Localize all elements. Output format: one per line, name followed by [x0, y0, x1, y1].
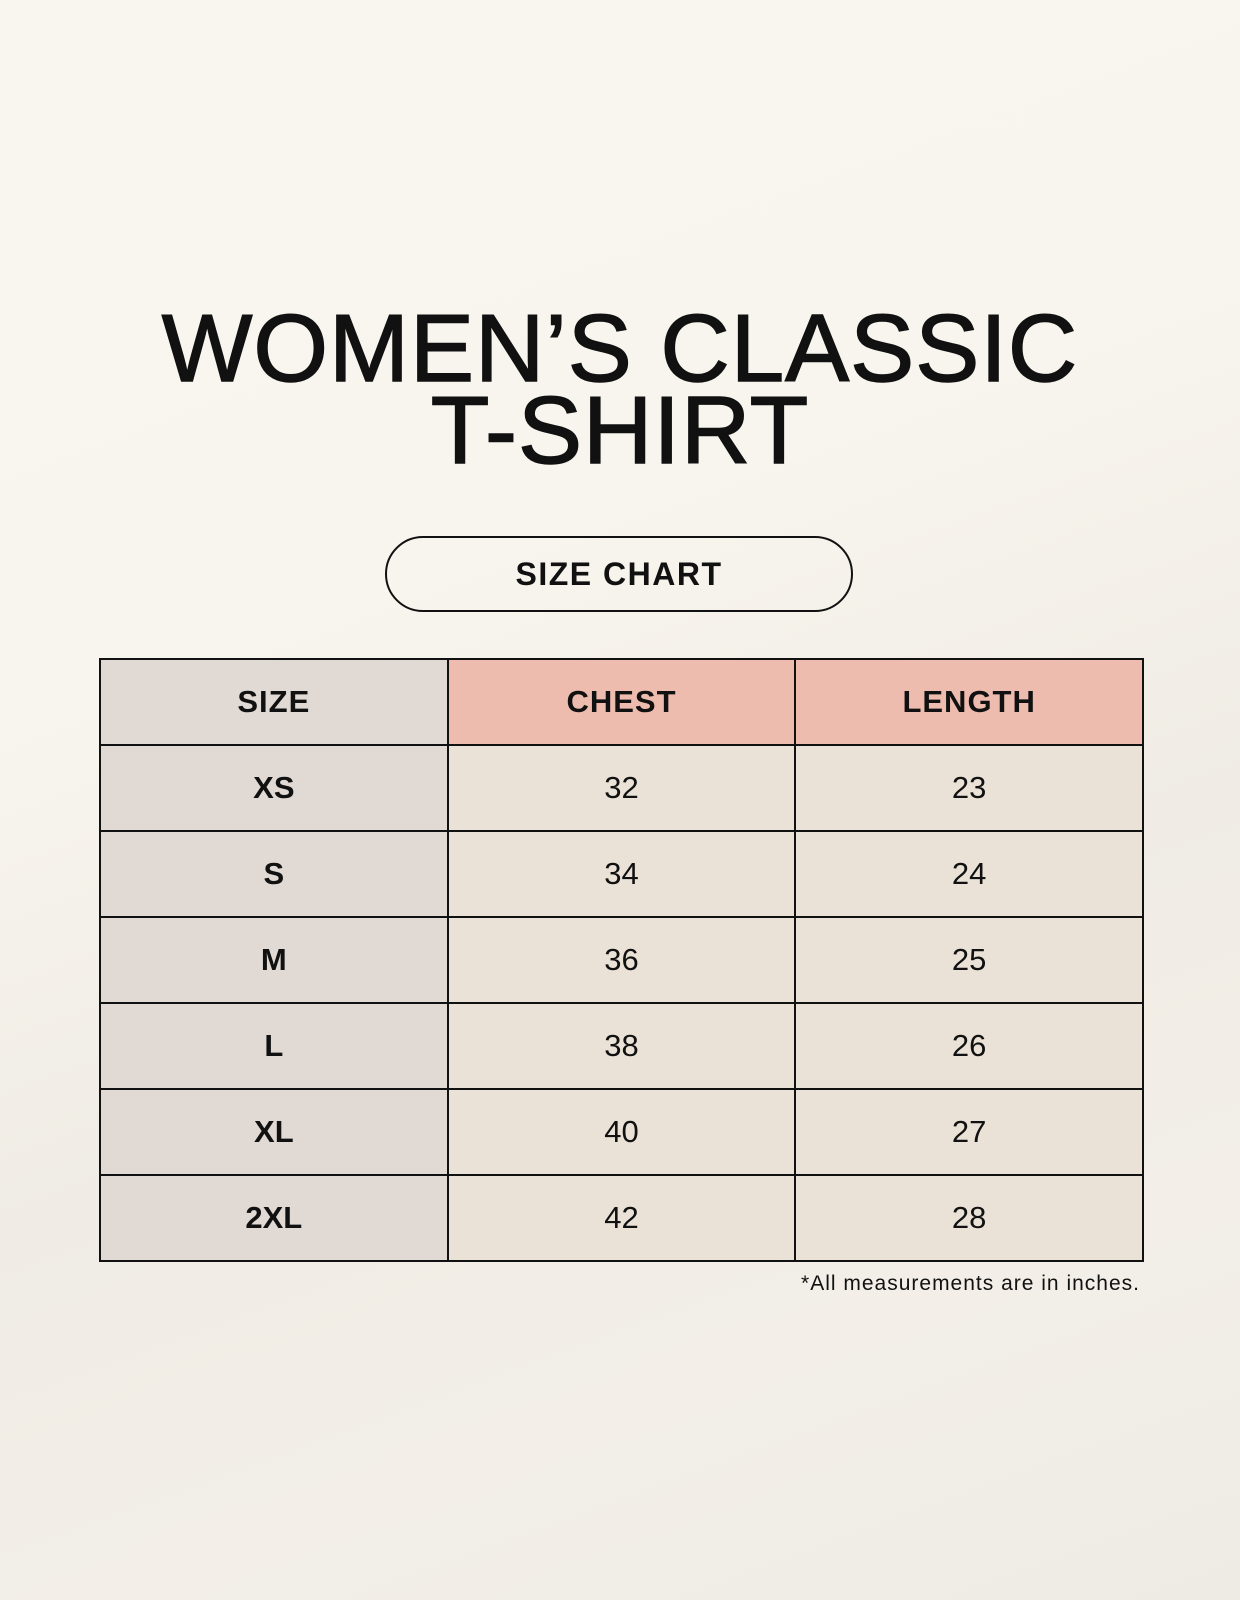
table-row: XL 40 27: [99, 1088, 1144, 1176]
cell-chest: 32: [446, 744, 797, 832]
header-length: LENGTH: [794, 658, 1144, 746]
cell-chest: 34: [446, 830, 797, 918]
table-row: S 34 24: [99, 830, 1144, 918]
cell-size: S: [99, 830, 449, 918]
header-row: SIZE CHEST LENGTH: [99, 658, 1144, 746]
cell-size: XS: [99, 744, 449, 832]
title-line-1: WOMEN’S CLASSIC: [161, 295, 1079, 402]
table-row: M 36 25: [99, 916, 1144, 1004]
table-row: 2XL 42 28: [99, 1174, 1144, 1262]
header-chest: CHEST: [446, 658, 797, 746]
footnote: *All measurements are in inches.: [801, 1272, 1140, 1295]
cell-chest: 42: [446, 1174, 797, 1262]
cell-length: 23: [794, 744, 1144, 832]
cell-length: 25: [794, 916, 1144, 1004]
cell-length: 26: [794, 1002, 1144, 1090]
cell-chest: 40: [446, 1088, 797, 1176]
cell-size: L: [99, 1002, 449, 1090]
table-row: L 38 26: [99, 1002, 1144, 1090]
size-chart-table: SIZE CHEST LENGTH XS 32 23 S 34 24 M 36 25 L 38 26 X…: [99, 658, 1144, 1262]
cell-length: 28: [794, 1174, 1144, 1262]
title-line-2: T-SHIRT: [430, 377, 810, 484]
header-size: SIZE: [99, 658, 449, 746]
cell-length: 24: [794, 830, 1144, 918]
table-row: XS 32 23: [99, 744, 1144, 832]
page-title: WOMEN’S CLASSIC T-SHIRT: [0, 295, 1240, 484]
cell-size: 2XL: [99, 1174, 449, 1262]
cell-size: M: [99, 916, 449, 1004]
cell-length: 27: [794, 1088, 1144, 1176]
size-chart-label: SIZE CHART: [385, 536, 853, 612]
cell-chest: 38: [446, 1002, 797, 1090]
cell-chest: 36: [446, 916, 797, 1004]
cell-size: XL: [99, 1088, 449, 1176]
